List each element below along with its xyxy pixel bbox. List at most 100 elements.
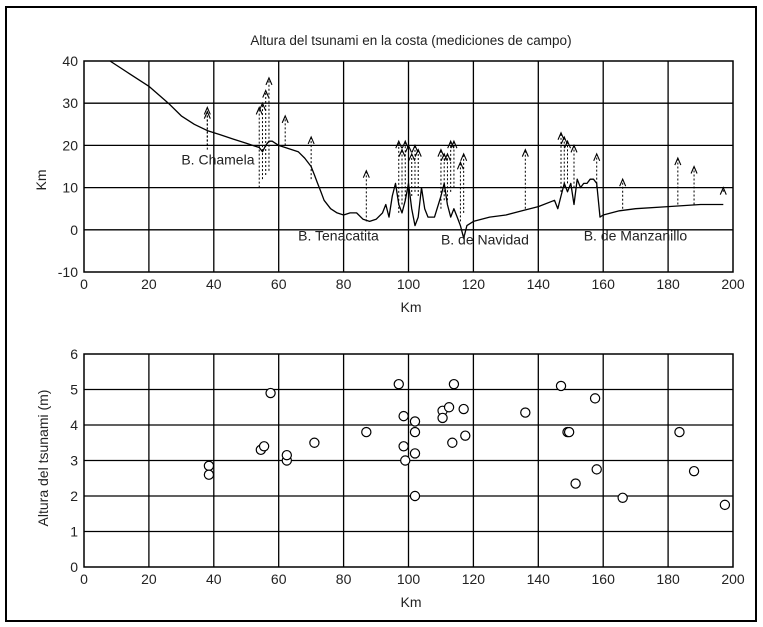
bottom-x-tick-label: 20 — [141, 571, 157, 587]
bottom-x-tick-label: 60 — [271, 571, 287, 587]
top-y-tick-label: 20 — [62, 137, 78, 153]
measurement-arrow-head — [411, 144, 419, 153]
top-x-tick-label: 20 — [141, 276, 157, 292]
bottom-x-tick-label: 180 — [656, 571, 680, 587]
measurement-arrow-head — [414, 148, 422, 157]
tsunami-height-point — [398, 410, 409, 422]
bottom-y-tick-label: 2 — [70, 488, 78, 504]
measurement-arrow-head — [619, 177, 627, 187]
measurement-arrow-head — [719, 186, 727, 195]
tsunami-height-point — [674, 426, 685, 438]
tsunami-height-point — [437, 412, 448, 424]
top-x-tick-label: 60 — [271, 276, 287, 292]
bottom-y-tick-label: 5 — [70, 382, 78, 398]
y-axis-label-bottom: Altura del tsunami (m) — [35, 390, 51, 527]
bottom-x-tick-label: 200 — [721, 571, 745, 587]
measurement-arrow-head — [560, 135, 568, 145]
bottom-y-tick-label: 4 — [70, 417, 78, 433]
bay-annotation-label: B. de Manzanillo — [584, 227, 688, 243]
measurement-arrow-head — [690, 165, 698, 174]
top-y-tick-label: 0 — [70, 222, 78, 238]
measurement-arrow-head — [258, 101, 266, 111]
measurement-arrow-head — [307, 135, 315, 145]
measurement-arrow-head — [281, 114, 289, 124]
top-x-tick-label: 100 — [397, 276, 421, 292]
tsunami-height-point — [458, 403, 469, 415]
tsunami-height-plot: 0 20 40 60 80 100 120 140 160 180 200 0 1 2 3 4 5 6 — [70, 346, 745, 587]
bottom-y-tick-label: 1 — [70, 524, 78, 540]
bay-annotation-label: B. Tenacatita — [298, 227, 379, 243]
tsunami-height-point — [393, 378, 404, 390]
bottom-x-tick-label: 0 — [80, 571, 88, 587]
tsunami-height-point — [309, 437, 320, 448]
top-x-tick-label: 80 — [336, 276, 352, 292]
top-x-tick-label: 200 — [721, 276, 745, 292]
tsunami-height-point — [563, 426, 575, 438]
bottom-y-tick-label: 3 — [70, 453, 78, 469]
tsunami-height-point — [409, 448, 421, 459]
top-axes-box — [83, 60, 734, 273]
top-x-tick-label: 180 — [656, 276, 680, 292]
bay-annotation-label: B. Chamela — [181, 151, 254, 167]
tsunami-height-point — [617, 492, 628, 503]
tsunami-height-point — [203, 469, 215, 480]
tsunami-height-point — [409, 490, 421, 502]
measurement-arrow-head — [593, 152, 601, 162]
top-x-tick-label: 120 — [462, 276, 486, 292]
tsunami-height-point — [589, 393, 601, 404]
tsunami-height-point — [570, 478, 581, 489]
tsunami-height-point — [203, 460, 215, 472]
top-x-tick-label: 140 — [527, 276, 551, 292]
tsunami-height-point — [258, 441, 270, 452]
measurement-arrow-head — [437, 148, 445, 157]
tsunami-height-point — [398, 441, 409, 452]
tsunami-height-point — [591, 464, 602, 475]
measurement-arrow-head — [262, 89, 270, 98]
top-y-tick-label: 30 — [62, 95, 78, 111]
bottom-x-tick-label: 40 — [206, 571, 222, 587]
measurement-arrow-head — [203, 106, 211, 115]
tsunami-height-point — [448, 378, 460, 390]
measurement-arrow-head — [570, 144, 578, 153]
tsunami-height-point — [400, 455, 411, 466]
bottom-y-tick-label: 6 — [70, 346, 78, 362]
top-y-tick-label: 10 — [62, 180, 78, 196]
x-axis-label-bottom: Km — [401, 594, 422, 610]
tsunami-height-point — [719, 499, 731, 511]
measurement-arrow-head — [450, 139, 458, 149]
bottom-x-tick-label: 100 — [397, 571, 421, 587]
measurement-arrow-head — [395, 139, 403, 149]
measurement-arrow-head — [362, 169, 370, 178]
tsunami-height-point — [447, 437, 458, 448]
measurement-arrow-head — [563, 139, 572, 149]
tsunami-height-point — [520, 407, 531, 418]
measurement-arrow-head — [255, 106, 263, 115]
measurement-arrow-head — [265, 76, 273, 86]
top-x-tick-label: 160 — [592, 276, 616, 292]
measurement-arrow-head — [404, 144, 413, 153]
measurement-arrow-head — [447, 139, 455, 149]
tsunami-height-point — [281, 449, 293, 461]
measurement-arrow-head — [398, 148, 406, 157]
measurement-arrow-head — [440, 152, 448, 162]
top-y-tick-label: -10 — [58, 264, 78, 280]
chart-title: Altura del tsunami en la costa (medicion… — [250, 33, 571, 48]
tsunami-height-point — [555, 380, 567, 392]
tsunami-height-point — [460, 430, 471, 441]
measurement-arrow-head — [456, 160, 464, 170]
tsunami-height-point — [265, 387, 276, 399]
measurement-arrow-head — [521, 148, 529, 157]
measurement-arrow-head — [460, 152, 468, 162]
bottom-axes-box — [83, 353, 734, 568]
bottom-x-tick-label: 140 — [527, 571, 551, 587]
coastline-plot: 0 20 40 60 80 100 120 140 160 180 200-10010203040B… — [58, 53, 745, 292]
tsunami-height-point — [688, 465, 700, 477]
y-axis-label-top: Km — [33, 170, 49, 191]
bottom-x-tick-label: 80 — [336, 571, 352, 587]
figure-frame — [5, 6, 757, 622]
tsunami-height-point — [409, 426, 421, 438]
measurement-arrow-head — [674, 156, 682, 166]
bay-annotation-label: B. de Navidad — [441, 232, 529, 248]
measurement-arrow-head — [408, 152, 416, 162]
